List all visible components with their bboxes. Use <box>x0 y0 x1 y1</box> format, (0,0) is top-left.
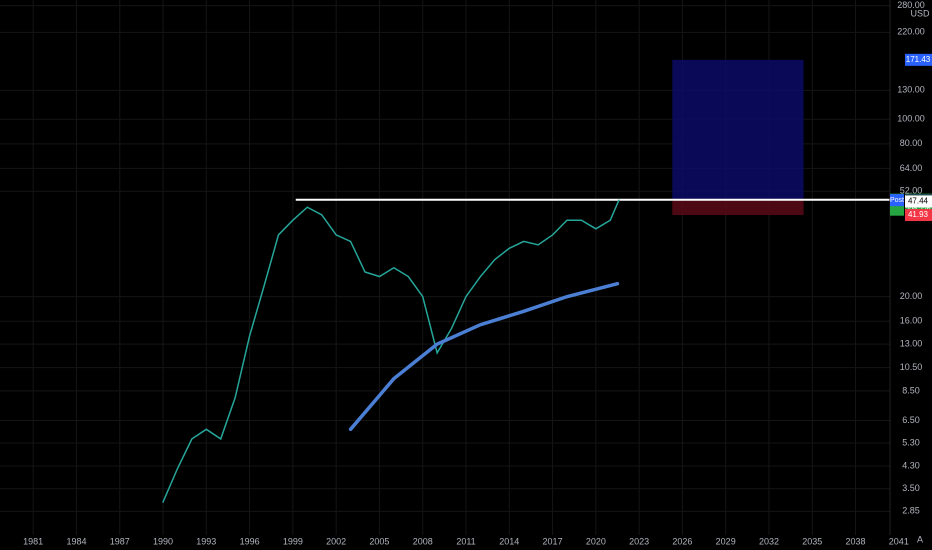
currency: USD <box>910 8 930 18</box>
x-tick-label: 2008 <box>413 536 433 546</box>
y-tick-label: 220.00 <box>897 27 925 37</box>
x-tick-label: 1996 <box>240 536 260 546</box>
x-tick-label: 2029 <box>716 536 736 546</box>
x-tick-label: 1981 <box>23 536 43 546</box>
auto-scale[interactable]: A <box>917 534 923 544</box>
x-tick-label: 2020 <box>586 536 606 546</box>
price-tag-value: 171.43 <box>906 55 931 64</box>
x-tick-label: 2011 <box>456 536 475 546</box>
y-tick-label: 80.00 <box>900 138 923 148</box>
x-tick-label: 1984 <box>66 536 86 546</box>
price-tag-value: 47.44 <box>908 197 929 206</box>
x-tick-label: 2023 <box>629 536 649 546</box>
x-tick-label: 1993 <box>196 536 216 546</box>
price-tag <box>905 53 932 66</box>
y-tick-label: 4.30 <box>902 460 920 470</box>
price-tag-value: 41.93 <box>908 210 929 219</box>
y-tick-label: 16.00 <box>900 316 923 326</box>
price-line <box>348 281 620 432</box>
price-tag <box>890 194 904 207</box>
y-tick-label: 20.00 <box>900 291 923 301</box>
y-tick-label: 100.00 <box>897 114 925 124</box>
y-tick-label: 5.30 <box>902 437 920 447</box>
x-tick-label: 1990 <box>153 536 173 546</box>
x-tick-label: 2041 <box>889 536 909 546</box>
y-tick-label: 280.00 <box>897 0 925 10</box>
y-tick-label: 13.00 <box>900 338 923 348</box>
x-tick-label: 2014 <box>499 536 519 546</box>
y-tick-label: 3.50 <box>902 483 920 493</box>
y-tick-label: 64.00 <box>900 163 923 173</box>
plot-area <box>0 0 890 535</box>
y-tick-label: 130.00 <box>897 85 925 95</box>
price-tag-name: Post <box>890 197 904 204</box>
y-tick-label: 2.85 <box>902 506 920 516</box>
x-tick-label: 1987 <box>110 536 130 546</box>
x-tick-label: 2035 <box>802 536 822 546</box>
price-tag <box>905 195 932 208</box>
zone <box>672 199 804 216</box>
x-tick-label: 2032 <box>759 536 779 546</box>
y-tick-label: 6.50 <box>902 415 920 425</box>
x-tick-label: 2002 <box>326 536 346 546</box>
price-line <box>162 199 620 503</box>
x-tick-label: 2005 <box>369 536 389 546</box>
x-tick-label: 2038 <box>846 536 866 546</box>
y-tick-label: 52.00 <box>900 186 923 196</box>
y-tick-label: 10.50 <box>900 362 923 372</box>
x-tick-label: 2026 <box>672 536 692 546</box>
zone <box>672 59 804 200</box>
x-tick-label: 1999 <box>283 536 303 546</box>
y-tick-label: 8.50 <box>902 385 920 395</box>
x-tick-label: 2017 <box>543 536 563 546</box>
price-tag <box>905 209 932 222</box>
